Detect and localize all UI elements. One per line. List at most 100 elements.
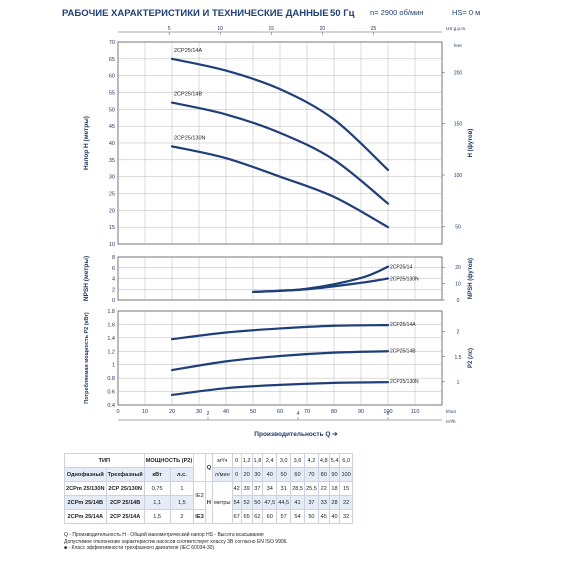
y-tick-label: 1.2	[107, 349, 115, 355]
bottom-tick-label: 2	[207, 411, 210, 417]
right-tick-label: 200	[454, 70, 463, 76]
x-axis-title: Производительность Q ➔	[254, 431, 338, 438]
q-m3h: 5,4	[328, 453, 341, 468]
q-m3h: 2,4	[262, 453, 278, 468]
head-value: 50	[251, 495, 264, 510]
top-tick-label: 25	[371, 26, 377, 32]
head-value: 67	[231, 509, 242, 524]
single-phase-model: 2CPm 25/14B	[64, 495, 107, 510]
speed-label: n= 2900 об/мин	[370, 8, 424, 17]
top-tick-label: 20	[320, 26, 326, 32]
q-m3h: 4,2	[303, 453, 319, 468]
top-tick-label: 10	[217, 26, 223, 32]
type-header: ТИП	[64, 453, 145, 468]
y-axis-title-right: H (футов)	[467, 129, 474, 158]
q-lmin: 0	[231, 467, 242, 482]
q-lmin: 100	[339, 467, 353, 482]
y-tick-label: 55	[109, 91, 115, 97]
y-tick-label: 0.8	[107, 376, 115, 382]
y-tick-label: 1.8	[107, 309, 115, 315]
y-tick-label: 8	[112, 255, 115, 261]
series-label: 2CP25/14	[390, 265, 412, 271]
series-line	[170, 350, 390, 372]
series-label: 2CP25/14B	[174, 92, 202, 98]
x-tick-label: 30	[196, 409, 202, 415]
ie-cell	[193, 453, 206, 482]
three-phase-model: 2CP 25/130N	[105, 481, 145, 496]
table-row: 2CPm 25/14B 2CP 25/14B 1,1 1,5 54 52 50 …	[64, 495, 353, 510]
y-axis-title: Потребляемая мощность P2 (кВт)	[83, 312, 90, 404]
head-value: 54	[231, 495, 242, 510]
top-axis-unit: US g.p.m.	[446, 26, 466, 31]
table-row: 2CPm 25/130N 2CP 25/130N 0,75 1 IE2 H ме…	[64, 481, 353, 524]
head-value: 57	[276, 509, 292, 524]
head-value: 62	[251, 509, 264, 524]
q-lmin: 60	[290, 467, 305, 482]
q-m3h: 4,8	[317, 453, 330, 468]
three-phase-model: 2CP 25/14A	[105, 509, 145, 524]
y-tick-label: 20	[109, 208, 115, 214]
head-value: 28	[328, 495, 341, 510]
series-line	[170, 57, 390, 172]
x-tick-label: 50	[250, 409, 256, 415]
x-tick-label: 80	[331, 409, 337, 415]
head-value: 47,5	[262, 495, 278, 510]
right-tick-label: 100	[454, 173, 463, 179]
single-phase-header: Однофазный	[64, 467, 107, 482]
head-value: 25,5	[303, 481, 319, 496]
head-value: 44,5	[276, 495, 292, 510]
single-phase-model: 2CPm 25/14A	[64, 509, 107, 524]
head-value: 31	[276, 481, 292, 496]
suction-height-label: HS= 0 м	[452, 8, 481, 17]
single-phase-model: 2CPm 25/130N	[64, 481, 107, 496]
x-tick-label: 60	[277, 409, 283, 415]
x-tick-label: 100	[383, 409, 392, 415]
series-label: 2CP25/14B	[390, 348, 416, 354]
head-value: 50	[303, 509, 319, 524]
y-tick-label: 50	[109, 107, 115, 113]
x-axis-unit: l/min	[446, 409, 456, 415]
q-lmin: 30	[251, 467, 264, 482]
head-value: 45	[317, 509, 330, 524]
power-hp: 2	[169, 509, 195, 524]
footnote: Допустимое отклонение характеристик насо…	[64, 538, 288, 545]
series-line	[170, 145, 390, 229]
q-m3h: 6,0	[339, 453, 353, 468]
bottom-axis-unit: m³/h	[446, 419, 456, 425]
right-tick-label: 1.5	[455, 355, 462, 361]
y-tick-label: 25	[109, 192, 115, 198]
x-tick-label: 70	[304, 409, 310, 415]
ie-class: IE2	[193, 481, 206, 510]
head-value: 22	[339, 495, 353, 510]
q-m3h: 3,0	[276, 453, 292, 468]
series-line	[170, 324, 390, 341]
y-tick-label: 65	[109, 57, 115, 63]
head-value: 41	[290, 495, 305, 510]
h-unit: метры	[212, 481, 233, 524]
page-title: РАБОЧИЕ ХАРАКТЕРИСТИКИ И ТЕХНИЧЕСКИЕ ДАН…	[62, 8, 329, 19]
top-tick-label: 5	[168, 26, 171, 32]
y-axis-title: NPSH (метры)	[83, 256, 90, 301]
table-header-row: ТИП МОЩНОСТЬ (P2) Q м³/ч 0 1,2 1,8 2,4 3…	[64, 453, 353, 482]
y-tick-label: 35	[109, 158, 115, 164]
head-value: 37	[303, 495, 319, 510]
q-lmin: 40	[262, 467, 278, 482]
y-tick-label: 15	[109, 225, 115, 231]
frequency-label: 50 Гц	[330, 8, 355, 19]
x-tick-label: 40	[223, 409, 229, 415]
q-m3h: 1,2	[240, 453, 253, 468]
h-label: H	[204, 481, 214, 524]
right-tick-label: 20	[455, 265, 461, 271]
q-m3h: 1,8	[251, 453, 264, 468]
y-tick-label: 45	[109, 124, 115, 130]
right-tick-label: 1	[457, 380, 460, 386]
x-tick-label: 10	[142, 409, 148, 415]
series-label: 2CP25/14A	[390, 322, 416, 328]
y-tick-label: 4	[112, 277, 115, 283]
right-tick-label: 2	[457, 330, 460, 336]
q-lmin: 70	[303, 467, 319, 482]
head-value: 65	[240, 509, 253, 524]
head-value: 37	[251, 481, 264, 496]
three-phase-model: 2CP 25/14B	[105, 495, 145, 510]
x-tick-label: 110	[411, 409, 420, 415]
